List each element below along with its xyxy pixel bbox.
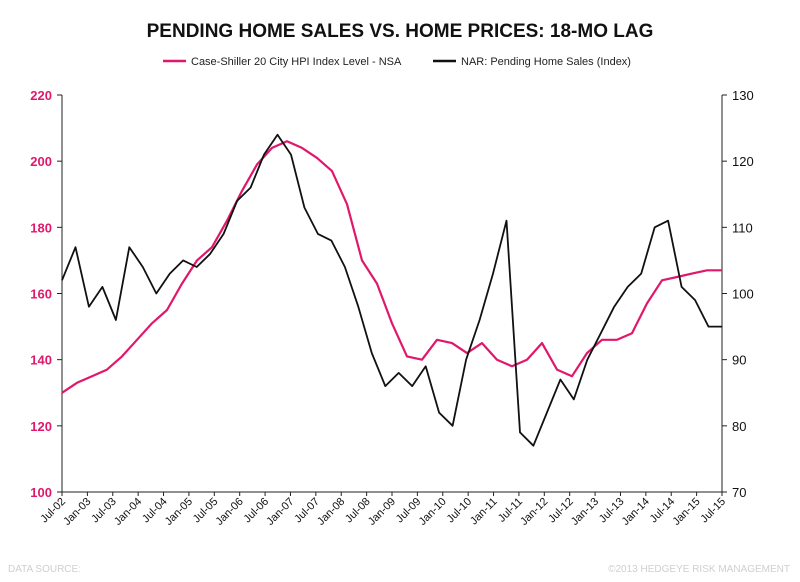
- data-source-label: DATA SOURCE:: [8, 564, 81, 575]
- left-tick-label: 200: [30, 154, 52, 169]
- right-tick-label: 80: [732, 419, 746, 434]
- right-tick-label: 130: [732, 88, 754, 103]
- credit-label: ©2013 HEDGEYE RISK MANAGEMENT: [608, 564, 790, 575]
- x-tick-label: Jan-05: [163, 496, 195, 528]
- right-tick-label: 90: [732, 353, 746, 368]
- x-tick-label: Jul-15: [698, 496, 728, 526]
- x-tick-label: Jan-15: [670, 496, 702, 528]
- legend: Case-Shiller 20 City HPI Index Level - N…: [163, 56, 631, 68]
- plot-area: 100 120 140 160 180 200 220 70 80 90 100 110 120 130…: [30, 88, 753, 528]
- right-tick-label: 100: [732, 287, 754, 302]
- right-tick-label: 110: [732, 220, 753, 235]
- x-ticks: Jul-02Jan-03Jul-03Jan-04Jul-04Jan-05Jul-…: [38, 492, 728, 528]
- x-tick-label: Jan-10: [417, 496, 449, 528]
- x-tick-label: Jan-11: [468, 496, 500, 528]
- left-tick-label: 100: [30, 485, 52, 500]
- legend-label-pending: NAR: Pending Home Sales (Index): [461, 56, 631, 68]
- x-tick-label: Jan-04: [112, 496, 144, 528]
- left-tick-label: 180: [30, 220, 52, 235]
- x-tick-label: Jan-14: [620, 496, 652, 528]
- series-line-pending: [61, 133, 722, 447]
- left-ticks: 100 120 140 160 180 200 220: [30, 88, 62, 500]
- x-tick-label: Jan-13: [569, 496, 601, 528]
- left-tick-label: 220: [30, 88, 52, 103]
- right-tick-label: 70: [732, 485, 746, 500]
- x-tick-label: Jan-03: [61, 496, 93, 528]
- left-tick-label: 160: [30, 287, 52, 302]
- series-line-hpi: [61, 140, 722, 394]
- legend-label-hpi: Case-Shiller 20 City HPI Index Level - N…: [191, 56, 402, 68]
- x-tick-label: Jan-12: [518, 496, 550, 528]
- x-tick-label: Jan-06: [214, 496, 246, 528]
- series-layer: [61, 133, 722, 447]
- left-tick-label: 120: [30, 419, 52, 434]
- right-ticks: 70 80 90 100 110 120 130: [722, 88, 754, 500]
- chart-title: PENDING HOME SALES VS. HOME PRICES: 18-M…: [147, 21, 654, 42]
- x-tick-label: Jan-08: [315, 496, 347, 528]
- x-tick-label: Jan-07: [264, 496, 296, 528]
- x-tick-label: Jan-09: [366, 496, 398, 528]
- left-tick-label: 140: [30, 353, 52, 368]
- right-tick-label: 120: [732, 154, 754, 169]
